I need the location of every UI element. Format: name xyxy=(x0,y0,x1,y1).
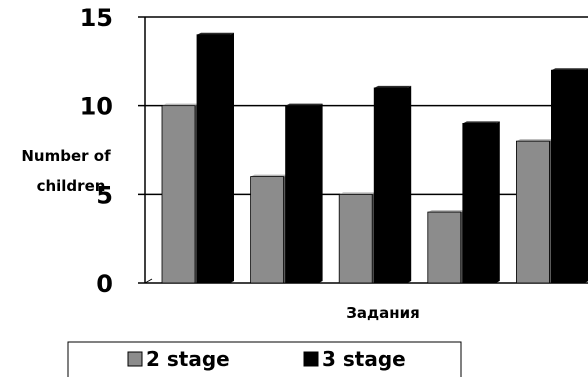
bar-front xyxy=(196,34,231,284)
bar-2-5 xyxy=(551,68,588,284)
legend-label-2: 3 stage xyxy=(322,347,406,371)
bar-front xyxy=(462,123,497,284)
y-tick-label-0: 0 xyxy=(96,270,113,298)
bar-side xyxy=(407,85,412,283)
bar-side xyxy=(495,121,500,284)
bar-2-4 xyxy=(462,121,500,284)
bar-front xyxy=(250,176,285,284)
bar-front xyxy=(161,105,196,284)
bar-top xyxy=(250,174,288,177)
bars xyxy=(161,32,588,284)
legend: 2 stage 3 stage xyxy=(67,341,462,377)
y-axis-title-line-1: Number of xyxy=(21,147,111,165)
bar-front xyxy=(373,87,408,284)
bar-top xyxy=(551,68,588,71)
x-axis-title: Задания xyxy=(346,304,420,322)
legend-label-1: 2 stage xyxy=(146,347,230,371)
bar-front xyxy=(338,193,373,284)
bar-front xyxy=(285,105,320,284)
bar-1-2 xyxy=(250,174,288,284)
legend-swatch-2 xyxy=(303,351,319,367)
bar-front xyxy=(427,211,462,284)
bar-top xyxy=(285,103,323,106)
bar-front xyxy=(516,140,550,284)
bar-2-3 xyxy=(373,85,412,284)
bar-top xyxy=(427,210,465,213)
bar-top xyxy=(374,85,412,88)
legend-swatch-1 xyxy=(127,351,143,367)
y-tick-label-10: 10 xyxy=(80,93,113,121)
bar-1-5 xyxy=(516,139,554,284)
axis-depth-edge xyxy=(144,278,153,284)
bar-2-1 xyxy=(196,32,234,284)
bar-front xyxy=(551,69,585,284)
y-axis-title-line-2: children xyxy=(37,177,106,195)
bar-top xyxy=(197,32,234,35)
bar-2-2 xyxy=(285,103,323,284)
bar-side xyxy=(230,32,234,283)
bar-side xyxy=(584,68,588,283)
bar-top xyxy=(339,192,377,195)
bar-1-3 xyxy=(338,192,377,284)
y-tick-label-15: 15 xyxy=(80,4,113,32)
y-tick-labels: 0 5 10 15 xyxy=(80,4,113,298)
y-tick-label-5: 5 xyxy=(96,181,113,209)
bar-top xyxy=(516,139,554,142)
y-axis-title: Number of children xyxy=(21,147,111,195)
bar-1-4 xyxy=(427,210,465,284)
bar-top xyxy=(462,121,500,124)
bar-top xyxy=(162,103,199,106)
bar-1-1 xyxy=(161,103,199,284)
bar-side xyxy=(318,103,323,284)
